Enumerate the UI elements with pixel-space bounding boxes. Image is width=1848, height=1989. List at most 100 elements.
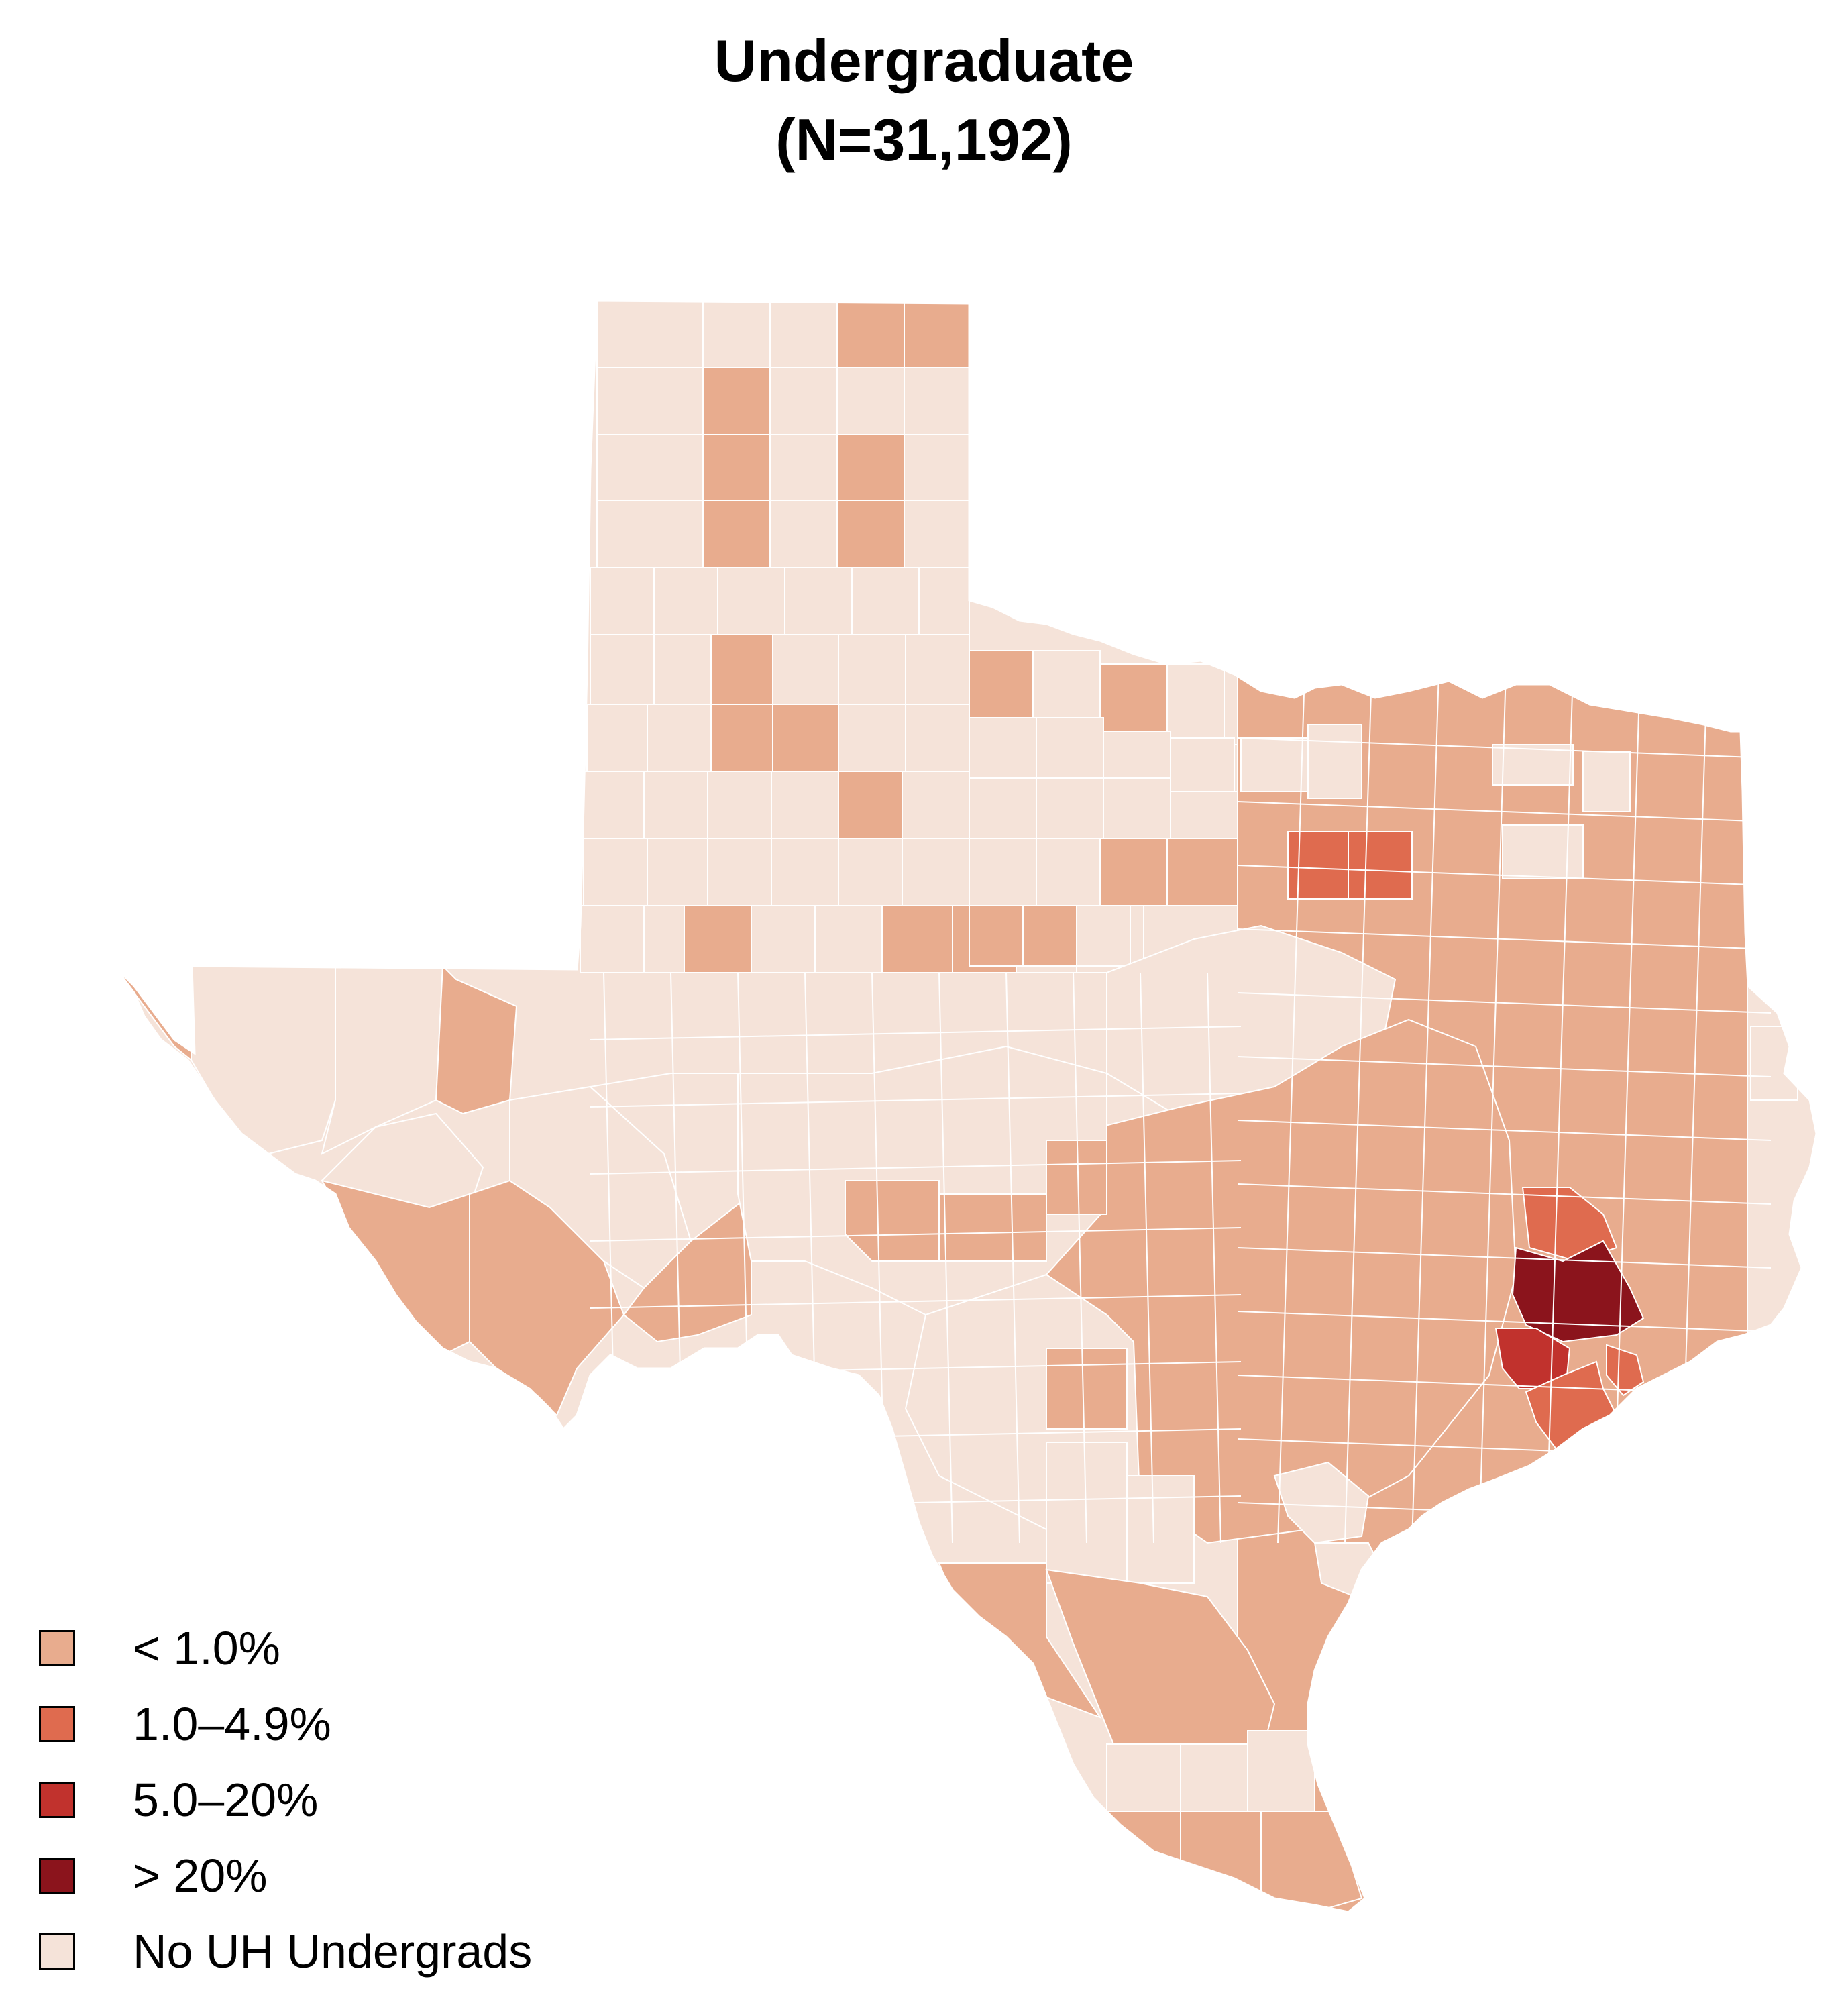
county	[836, 434, 905, 501]
county-boundary	[1237, 1120, 1772, 1141]
county	[769, 500, 838, 568]
county	[647, 838, 708, 906]
county	[881, 905, 953, 973]
county	[1582, 751, 1631, 812]
county	[717, 567, 785, 635]
county	[904, 301, 970, 368]
county	[904, 434, 970, 501]
county	[1099, 838, 1168, 906]
county	[1170, 791, 1238, 846]
county-boundary	[1237, 1183, 1772, 1205]
county	[1307, 724, 1362, 799]
county-boundary	[590, 1294, 1242, 1309]
legend-swatch	[39, 1781, 75, 1818]
county	[902, 838, 970, 906]
county	[771, 771, 839, 839]
county	[1046, 1140, 1107, 1215]
map-title: Undergraduate (N=31,192)	[0, 21, 1848, 180]
county	[1750, 1026, 1798, 1101]
legend-item-gt20: > 20%	[39, 1837, 532, 1913]
county-boundary	[1411, 670, 1439, 1544]
county	[1166, 663, 1225, 739]
county-boundary	[938, 972, 953, 1544]
legend-label: > 20%	[133, 1849, 268, 1902]
county-galveston	[1606, 1344, 1645, 1397]
county	[583, 771, 645, 839]
county-boundary	[590, 1160, 1242, 1175]
county	[845, 1180, 940, 1262]
county	[769, 434, 838, 501]
county	[751, 905, 816, 973]
county-starr	[1105, 1811, 1181, 1873]
county	[710, 704, 773, 772]
legend-swatch	[39, 1857, 75, 1894]
legend-item-1-4.9: 1.0–4.9%	[39, 1686, 532, 1762]
county	[1032, 650, 1101, 718]
legend-label: No UH Undergrads	[133, 1925, 533, 1978]
legend-label: < 1.0%	[133, 1621, 280, 1674]
county	[905, 704, 973, 772]
county-cameron	[1260, 1811, 1363, 1912]
county	[836, 500, 905, 568]
county-montgomery	[1521, 1187, 1618, 1262]
county	[1170, 737, 1235, 792]
county-boundary	[590, 1026, 1242, 1040]
county-hidalgo	[1180, 1811, 1262, 1906]
county	[838, 634, 906, 705]
county	[836, 301, 905, 368]
county	[1022, 905, 1077, 967]
county-boundary	[1207, 972, 1221, 1544]
county-el-paso	[107, 965, 192, 1062]
legend-label: 1.0–4.9%	[133, 1697, 331, 1750]
county	[702, 434, 771, 501]
county	[1103, 777, 1171, 839]
county-boundary	[1237, 1311, 1772, 1332]
county	[643, 771, 708, 839]
county	[1036, 777, 1104, 839]
county	[769, 367, 838, 435]
county	[1103, 731, 1171, 786]
county	[590, 567, 655, 635]
legend-item-none: No UH Undergrads	[39, 1913, 532, 1989]
county-boundary	[1237, 1056, 1772, 1077]
county	[1126, 1475, 1195, 1584]
county	[836, 367, 905, 435]
county-boundary	[590, 1227, 1242, 1242]
county-boundary	[590, 1093, 1242, 1108]
county-brooks	[1180, 1743, 1248, 1812]
county-boundary	[1237, 1247, 1772, 1269]
county	[1099, 663, 1168, 732]
county	[838, 838, 903, 906]
county	[902, 771, 970, 839]
county	[596, 301, 704, 368]
title-line-2: (N=31,192)	[775, 107, 1073, 173]
county	[586, 704, 648, 772]
county	[702, 367, 771, 435]
legend-swatch	[39, 1705, 75, 1742]
county	[1240, 737, 1309, 792]
county	[814, 905, 883, 973]
county	[772, 634, 839, 705]
county-dallas	[1348, 831, 1413, 900]
county-tarrant	[1287, 831, 1349, 900]
county	[1492, 744, 1574, 786]
county	[969, 777, 1037, 839]
county	[710, 634, 773, 705]
legend-item-lt1: < 1.0%	[39, 1610, 532, 1686]
county-boundary	[1277, 670, 1305, 1544]
county	[702, 500, 771, 568]
county	[707, 838, 772, 906]
county-boundary	[1237, 737, 1772, 759]
county	[596, 500, 704, 568]
county	[1036, 838, 1101, 906]
county-boundary	[1237, 928, 1772, 950]
county-kenedy	[1247, 1730, 1315, 1812]
county	[969, 717, 1037, 779]
county	[1166, 838, 1238, 906]
county	[583, 838, 648, 906]
legend-swatch	[39, 1629, 75, 1666]
county	[905, 634, 970, 705]
county	[918, 567, 970, 635]
county-boundary	[1237, 865, 1772, 886]
